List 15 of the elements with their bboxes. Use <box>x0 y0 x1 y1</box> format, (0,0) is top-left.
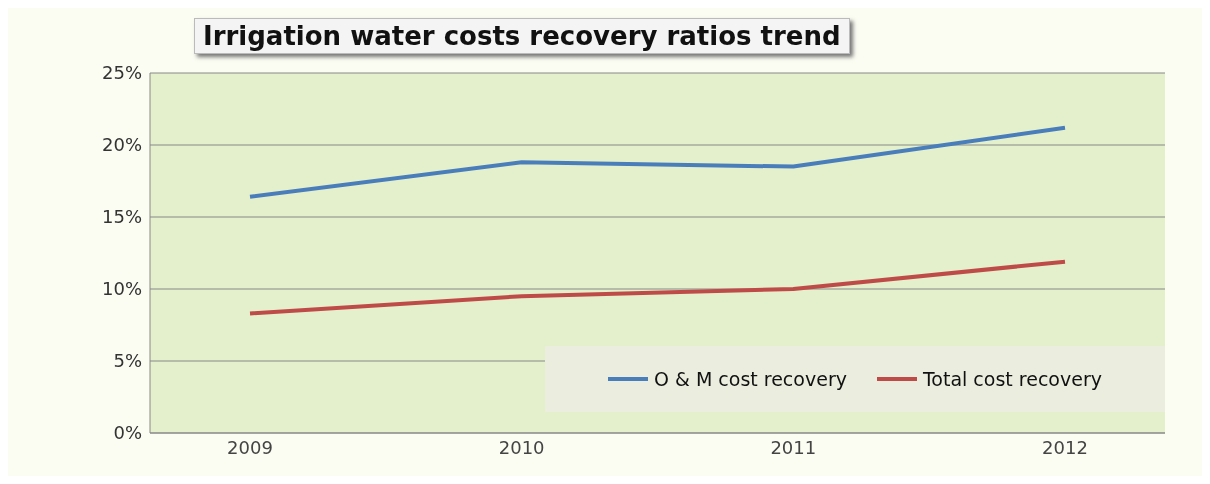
y-tick-label: 10% <box>101 278 142 300</box>
line-series <box>248 125 1067 199</box>
y-tick-label: 5% <box>113 350 142 372</box>
x-tick-label: 2009 <box>227 436 273 458</box>
x-tick-label: 2012 <box>1042 436 1088 458</box>
legend-label: Total cost recovery <box>922 368 1102 390</box>
legend-label: O & M cost recovery <box>654 368 847 390</box>
x-tick-label: 2010 <box>498 436 545 458</box>
y-tick-label: 25% <box>101 62 142 84</box>
x-tick-label: 2011 <box>770 436 817 458</box>
line-series <box>248 259 1067 316</box>
y-tick-label: 20% <box>101 134 142 156</box>
y-tick-label: 0% <box>113 422 142 444</box>
y-tick-label: 15% <box>101 206 142 228</box>
chart-title: Irrigation water costs recovery ratios trend <box>194 18 850 54</box>
